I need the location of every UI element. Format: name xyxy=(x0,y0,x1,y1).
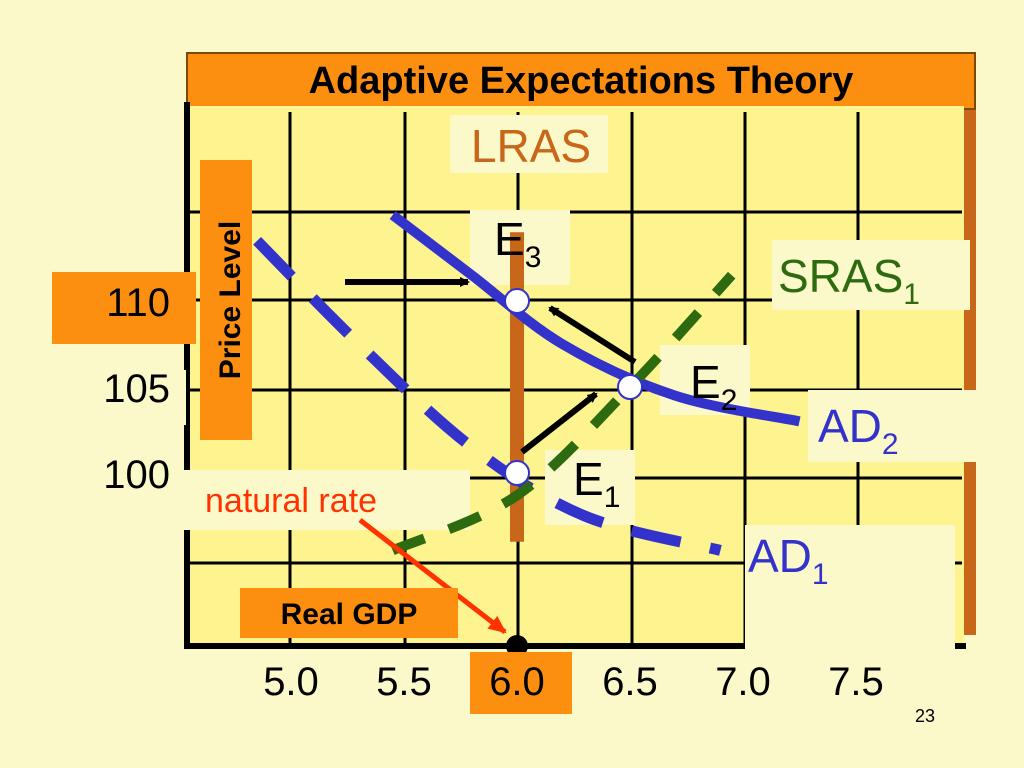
label-bg-ad1 xyxy=(745,525,955,655)
curve-sras1 xyxy=(390,271,736,555)
label-bg-ad2 xyxy=(808,390,976,462)
label-bg-y100 xyxy=(86,455,184,515)
natural-rate-label: natural rate xyxy=(205,482,377,520)
point-e3 xyxy=(504,288,530,314)
y-tick-label-110: 110 xyxy=(106,281,170,325)
x-tick-label-6-0: 6.0 xyxy=(489,660,545,704)
curve-ad1 xyxy=(253,236,722,556)
point-e2 xyxy=(617,374,643,400)
label-bg-y105 xyxy=(74,370,186,425)
ad2-label: AD2 xyxy=(818,400,899,461)
e2-label: E2 xyxy=(690,356,737,417)
point-e1 xyxy=(504,460,530,486)
label-bg-sras xyxy=(772,240,970,310)
curve-ad2 xyxy=(389,211,801,427)
y-axis-label: Price Level xyxy=(214,221,247,379)
label-bg-natural xyxy=(182,470,470,530)
lras-label: LRAS xyxy=(471,120,591,172)
x-tick-label-7-5: 7.5 xyxy=(828,660,884,704)
label-bg-lras xyxy=(450,115,608,173)
x-tick-label-5-0: 5.0 xyxy=(263,660,319,704)
e3-label: E3 xyxy=(494,213,541,274)
x-axis-label: Real GDP xyxy=(281,598,418,631)
x-tick-label-5-5: 5.5 xyxy=(376,660,432,704)
arrow-e1-to-e2 xyxy=(520,391,598,455)
arrow-natural-rate xyxy=(358,518,507,634)
ad1-label: AD1 xyxy=(748,530,829,591)
tick-labels: 5.0 5.5 6.0 6.5 7.0 7.5 100 105 110 xyxy=(103,281,884,704)
page-number: 23 xyxy=(914,706,936,726)
x-tick-highlight xyxy=(470,652,572,714)
y-tick-highlight xyxy=(52,272,196,344)
natural-rate-point xyxy=(506,635,528,657)
equilibrium-points xyxy=(504,288,643,657)
arrow-e2-to-e3 xyxy=(548,305,637,365)
sras1-label: SRAS1 xyxy=(778,250,920,311)
x-tick-label-6-5: 6.5 xyxy=(602,660,658,704)
slide-title: Adaptive Expectations Theory xyxy=(186,52,976,110)
x-axis-label-box xyxy=(240,588,458,638)
y-tick-label-105: 105 xyxy=(103,367,170,411)
curves xyxy=(253,211,801,556)
y-axis-label-box xyxy=(200,160,252,440)
e1-label: E1 xyxy=(573,453,620,514)
x-tick-label-7-0: 7.0 xyxy=(715,660,771,704)
y-tick-label-100: 100 xyxy=(103,453,170,497)
